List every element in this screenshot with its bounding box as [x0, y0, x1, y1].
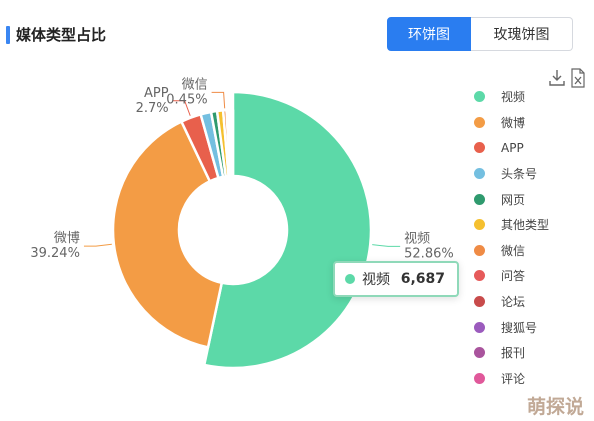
tab-donut[interactable]: 环饼图 [387, 17, 471, 51]
legend-label-6: 微信 [501, 243, 526, 258]
tab-rose[interactable]: 玫瑰饼图 [471, 17, 573, 51]
legend-dot-5 [474, 219, 485, 231]
legend-item-3[interactable]: 头条号 [474, 161, 549, 187]
tooltip-color-dot [345, 274, 355, 284]
page-title: 媒体类型占比 [16, 26, 107, 44]
legend-dot-2 [474, 142, 485, 154]
legend-dot-0 [474, 91, 485, 103]
slice-1[interactable] [111, 120, 223, 349]
legend-dot-4 [474, 193, 485, 205]
legend-item-0[interactable]: 视频 [474, 84, 549, 110]
data-label-6: 微信 0.45% [166, 77, 207, 107]
donut-chart: 视频 52.86% 微博 39.24% APP 2.7%微信 0.45% [30, 77, 454, 370]
slice-11[interactable] [230, 108, 235, 178]
legend-label-0: 视频 [501, 90, 526, 105]
data-label-0: 视频 52.86% [404, 231, 454, 261]
legend-label-4: 网页 [501, 192, 526, 207]
legend-label-10: 报刊 [501, 346, 526, 361]
legend-dot-9 [474, 321, 485, 333]
chart-type-toggle: 环饼图 玫瑰饼图 [387, 17, 573, 51]
legend-label-11: 评论 [501, 371, 526, 386]
data-label-2: APP 2.7% [136, 86, 169, 116]
legend-dot-6 [474, 244, 485, 256]
legend-dot-11 [474, 372, 485, 384]
legend-item-8[interactable]: 论坛 [474, 289, 549, 315]
legend-item-2[interactable]: APP [474, 135, 549, 161]
legend-dot-10 [474, 347, 485, 359]
legend-dot-7 [474, 270, 485, 282]
legend-label-8: 论坛 [501, 295, 526, 310]
legend-label-7: 问答 [501, 269, 526, 284]
legend-label-2: APP [501, 140, 524, 155]
legend-dot-1 [474, 116, 485, 128]
legend-item-9[interactable]: 搜狐号 [474, 314, 549, 340]
tooltip-name: 视频 [362, 272, 390, 288]
legend-dot-3 [474, 168, 485, 180]
legend: 视频微博 APP 头条号网页其他类型微信问答论坛搜狐号报刊评论 [474, 84, 549, 391]
legend-item-10[interactable]: 报刊 [474, 340, 549, 366]
legend-label-9: 搜狐号 [501, 320, 538, 335]
legend-item-4[interactable]: 网页 [474, 186, 549, 212]
data-label-1: 微博 39.24% [30, 231, 80, 261]
legend-item-5[interactable]: 其他类型 [474, 212, 549, 238]
legend-item-6[interactable]: 微信 [474, 238, 549, 264]
slice-0[interactable] [203, 90, 373, 370]
tooltip: 视频 6,687 [333, 261, 459, 297]
download-icon[interactable] [548, 68, 566, 88]
watermark: 萌探说 [527, 396, 585, 418]
excel-export-icon[interactable] [570, 68, 586, 88]
legend-dot-8 [474, 296, 485, 308]
legend-label-1: 微博 [501, 115, 526, 130]
legend-item-7[interactable]: 问答 [474, 263, 549, 289]
legend-item-11[interactable]: 评论 [474, 366, 549, 392]
legend-item-1[interactable]: 微博 [474, 110, 549, 136]
title-accent-bar [6, 26, 10, 44]
legend-label-5: 其他类型 [501, 218, 550, 233]
legend-label-3: 头条号 [501, 167, 538, 182]
tooltip-value: 6,687 [400, 271, 445, 287]
